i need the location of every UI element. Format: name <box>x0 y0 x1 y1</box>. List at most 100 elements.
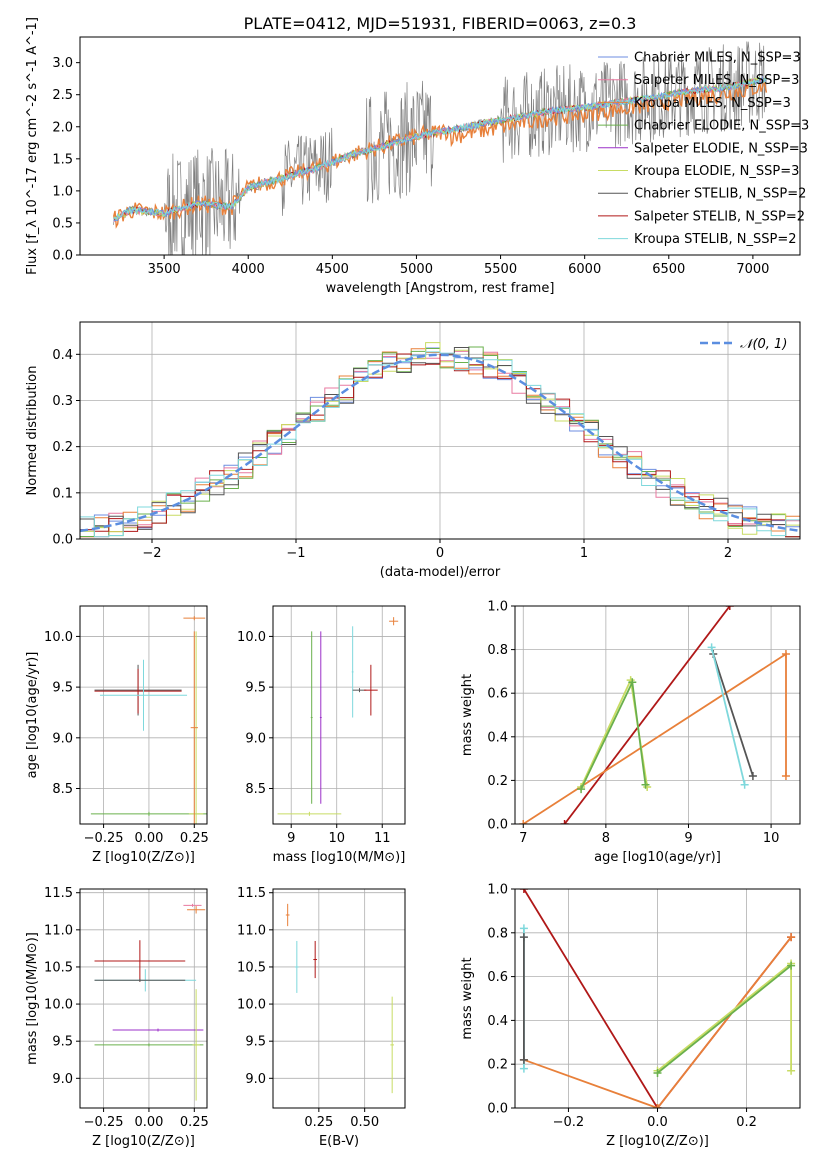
x-tick-label: 2 <box>724 546 732 561</box>
legend-entry: Salpeter STELIB, N_SSP=2 <box>634 209 805 224</box>
plot-area-weight_vs_Z <box>519 889 796 1108</box>
y-axis-label: Flux [f_λ 10^-17 erg cm^-2 s^-1 A^-1] <box>25 17 40 275</box>
plot-area-spectrum <box>112 41 768 255</box>
series-line-salpeter_stelib <box>563 606 731 824</box>
y-tick-label: 9.0 <box>52 1072 73 1087</box>
x-axis-label: Z [log10(Z/Z⊙)] <box>606 1134 709 1149</box>
data-point-chabrier_stelib <box>748 772 757 781</box>
y-axis-label: Normed distribution <box>25 366 40 496</box>
y-tick-label: 10.0 <box>237 630 266 645</box>
y-tick-label: 10.0 <box>237 998 266 1013</box>
x-tick-label: −0.25 <box>84 831 124 846</box>
data-point-chabrier_elodie <box>641 780 650 789</box>
y-tick-label: 0.2 <box>52 440 73 455</box>
y-tick-label: 8.5 <box>52 782 73 797</box>
x-tick-label: −2 <box>142 546 161 561</box>
y-tick-label: 9.0 <box>245 731 266 746</box>
figure-title: PLATE=0412, MJD=51931, FIBERID=0063, z=0… <box>244 14 637 33</box>
y-tick-label: 9.5 <box>52 681 73 696</box>
y-tick-label: 0.8 <box>487 926 508 941</box>
panel-age_vs_Z: −0.25 0.00 0.25 8.5 9.0 9.5 10.0 Z [log10(Z/Z⊙)… <box>25 605 209 865</box>
panel-mass_vs_Z: −0.25 0.00 0.25 9.0 9.5 10.0 10.5 11.0 11.5 Z [lo… <box>25 886 209 1149</box>
x-axis-label: wavelength [Angstrom, rest frame] <box>326 281 555 296</box>
y-tick-label: 9.5 <box>245 1035 266 1050</box>
panel-weight_vs_Z: −0.2 0.0 0.2 0.0 0.2 0.4 0.6 0.8 1.0 Z [log10(Z/Z… <box>460 883 801 1149</box>
y-tick-label: 0.4 <box>52 348 73 363</box>
series-line-kroupa_elodie <box>656 961 792 1072</box>
model-spectrum-kroupa_stelib <box>113 76 767 222</box>
legend-entry: Kroupa ELODIE, N_SSP=3 <box>634 164 799 179</box>
y-tick-label: 0.4 <box>487 1014 508 1029</box>
data-point-chabrier_elodie <box>628 678 637 687</box>
y-axis-label: mass [log10(M/M⊙)] <box>25 932 40 1065</box>
y-tick-label: 10.0 <box>44 998 73 1013</box>
x-tick-label: 0.25 <box>180 831 209 846</box>
plot-layer: 3500 4000 4500 5000 5500 6000 6500 7000 0.0 0.5 1.… <box>25 17 809 1149</box>
legend-entry: 𝒩(0, 1) <box>740 337 787 352</box>
y-tick-label: 10.0 <box>44 630 73 645</box>
y-tick-label: 0.2 <box>487 774 508 789</box>
gaussian-curve <box>80 353 800 533</box>
data-point-salpeter_stelib <box>725 606 734 610</box>
y-axis-label: mass weight <box>460 957 475 1039</box>
data-point-chabrier_elodie <box>653 1068 662 1077</box>
x-tick-label: 7000 <box>736 262 769 277</box>
panel-spectrum: 3500 4000 4500 5000 5500 6000 6500 7000 0.0 0.5 1.… <box>25 17 809 296</box>
series-line-kroupa_elodie <box>580 677 649 788</box>
y-tick-label: 3.0 <box>52 56 73 71</box>
y-tick-label: 11.5 <box>237 886 266 901</box>
data-point-kroupa_miles <box>653 1104 662 1108</box>
legend-entry: Salpeter ELODIE, N_SSP=3 <box>634 141 808 156</box>
data-point-kroupa_stelib <box>519 924 528 933</box>
y-tick-label: 1.5 <box>52 152 73 167</box>
y-tick-label: 2.5 <box>52 88 73 103</box>
data-point-chabrier_elodie <box>787 961 796 970</box>
series-line-kroupa_miles <box>523 936 792 1108</box>
data-point-kroupa_elodie <box>787 1066 796 1075</box>
legend-entry: Kroupa MILES, N_SSP=3 <box>634 96 791 111</box>
x-tick-label: 6500 <box>652 262 685 277</box>
y-tick-label: 9.0 <box>245 1072 266 1087</box>
x-tick-label: 0.00 <box>134 1115 163 1130</box>
x-tick-label: 10 <box>763 831 780 846</box>
data-point-chabrier_elodie <box>577 785 586 794</box>
x-tick-label: 7 <box>519 831 527 846</box>
y-tick-label: 1.0 <box>52 184 73 199</box>
x-tick-label: 1 <box>580 546 588 561</box>
data-point-chabrier_stelib <box>519 1055 528 1064</box>
x-tick-label: 0 <box>436 546 444 561</box>
panel-age_vs_mass: 9 10 11 8.5 9.0 9.5 10.0 mass [log10(M/M⊙)] <box>237 605 406 865</box>
y-axis-label: age [log10(age/yr)] <box>25 652 40 779</box>
x-tick-label: 0.0 <box>647 1115 668 1130</box>
series-line-chabrier_elodie <box>580 679 647 790</box>
series-line-chabrier_elodie <box>656 964 792 1074</box>
data-point-salpeter_stelib <box>560 820 569 824</box>
histogram-kroupa_stelib <box>80 351 800 538</box>
y-tick-label: 10.5 <box>44 960 73 975</box>
data-point-salpeter_stelib <box>519 889 528 893</box>
x-tick-label: 3500 <box>148 262 181 277</box>
y-tick-label: 9.0 <box>52 731 73 746</box>
legend-entry: Kroupa STELIB, N_SSP=2 <box>634 232 797 247</box>
y-tick-label: 0.1 <box>52 486 73 501</box>
y-tick-label: 1.0 <box>487 600 508 615</box>
data-point-kroupa_miles <box>781 649 790 658</box>
legend-residuals: 𝒩(0, 1) <box>700 337 787 352</box>
axes-frame <box>79 605 208 825</box>
y-tick-label: 11.0 <box>237 923 266 938</box>
y-tick-label: 0.8 <box>487 643 508 658</box>
x-tick-label: 11 <box>374 831 391 846</box>
plot-area-mass_vs_Z <box>94 903 206 1101</box>
data-point-kroupa_miles <box>781 772 790 781</box>
x-axis-label: Z [log10(Z/Z⊙)] <box>92 1134 195 1149</box>
axes-frame <box>272 605 406 825</box>
legend-entry: Chabrier MILES, N_SSP=3 <box>634 51 801 66</box>
x-tick-label: 9 <box>287 831 295 846</box>
y-tick-label: 0.4 <box>487 730 508 745</box>
x-tick-label: 8 <box>602 831 610 846</box>
x-axis-label: mass [log10(M/M⊙)] <box>273 850 406 865</box>
x-tick-label: 0.2 <box>736 1115 757 1130</box>
data-point-chabrier_stelib <box>519 933 528 942</box>
x-axis-label: (data-model)/error <box>380 565 501 580</box>
